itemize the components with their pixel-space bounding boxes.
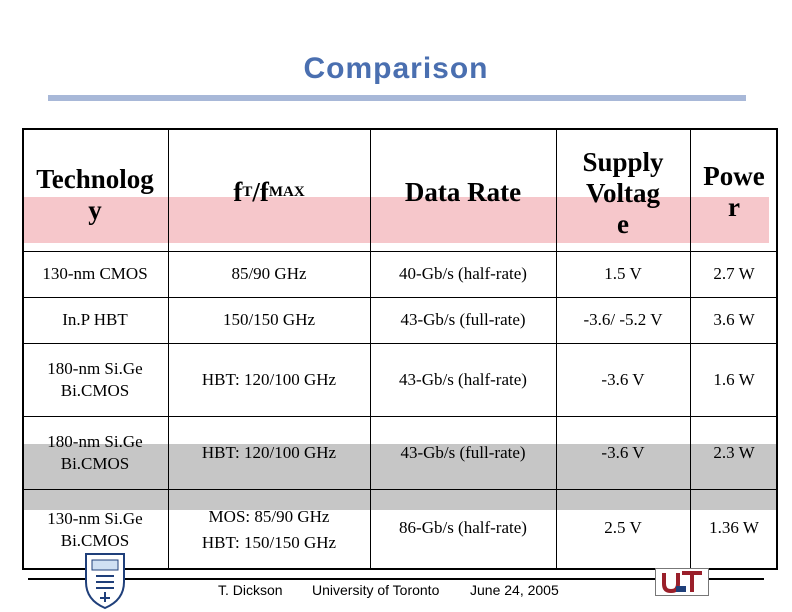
university-crest-icon <box>85 553 125 610</box>
table-cell-rate: 43-Gb/s (full-rate) <box>400 310 526 329</box>
row-highlight-band <box>24 444 778 510</box>
uoft-logo-icon <box>658 570 706 594</box>
table-cell-power: 3.6 W <box>713 310 755 329</box>
row-divider <box>22 416 778 417</box>
slide-title: Comparison <box>303 52 489 85</box>
table-cell-technology-line2: Bi.CMOS <box>60 453 130 473</box>
header-technology: Technolog y <box>22 155 168 235</box>
table-cell-technology: 180-nm Si.Ge Bi.CMOS <box>22 416 168 489</box>
table-cell-technology-line2: Bi.CMOS <box>60 530 130 550</box>
table-cell-ft: HBT: 120/100 GHz <box>201 442 337 462</box>
table-cell-power: 2.7 W <box>713 264 755 283</box>
table-cell-supply: 2.5 V <box>604 518 642 537</box>
table-cell-ft: 85/90 GHz <box>231 264 307 283</box>
column-divider <box>556 130 557 570</box>
table-cell-rate: 43-Gb/s (half-rate) <box>399 369 527 389</box>
table-cell-technology: In.P HBT <box>62 310 128 329</box>
table-cell-technology-line1: 180-nm Si.Ge <box>47 431 143 451</box>
header-ft-fmax: f T/f MAX <box>168 170 370 214</box>
footer-rule <box>28 578 764 580</box>
header-supply-line1: Supply <box>582 146 664 177</box>
row-divider <box>22 343 778 344</box>
footer-date: June 24, 2005 <box>470 582 559 598</box>
table-cell-supply: -3.6/ -5.2 V <box>583 310 663 329</box>
header-fmax-subscript: MAX <box>268 183 305 200</box>
table-cell-technology: 130-nm CMOS <box>42 264 148 283</box>
header-ft-subscript: T <box>242 183 253 200</box>
header-ft-f: f <box>233 176 243 207</box>
footer-institution: University of Toronto <box>312 582 440 598</box>
table-cell-supply: -3.6 V <box>601 369 645 389</box>
table-cell-technology-line1: 180-nm Si.Ge <box>47 358 143 378</box>
table-cell-supply: 1.5 V <box>604 264 642 283</box>
table-cell-ft-line1: MOS: 85/90 GHz <box>208 506 330 526</box>
row-divider <box>22 251 778 252</box>
header-supply-voltage: Supply Voltag e <box>556 138 690 248</box>
table-cell-technology: 130-nm Si.Ge Bi.CMOS <box>22 489 168 570</box>
table-cell-power: 1.36 W <box>709 518 759 537</box>
table-cell-power: 1.6 W <box>713 369 755 389</box>
header-power: Powe r <box>690 152 778 232</box>
comparison-table <box>22 128 778 570</box>
table-cell-ft: HBT: 120/100 GHz <box>201 369 337 389</box>
table-cell-rate: 86-Gb/s (half-rate) <box>399 518 527 537</box>
table-cell-technology-line1: 130-nm Si.Ge <box>47 508 143 528</box>
title-underline <box>48 95 746 101</box>
header-supply-line2: Voltag <box>585 177 660 208</box>
footer-author: T. Dickson <box>218 582 283 598</box>
column-divider <box>168 130 169 570</box>
table-cell-ft-line2: HBT: 150/150 GHz <box>201 532 337 552</box>
table-cell-power: 2.3 W <box>713 442 755 462</box>
header-highlight-band <box>24 197 769 243</box>
table-cell-supply: -3.6 V <box>601 442 645 462</box>
row-divider <box>22 297 778 298</box>
header-power-line2: r <box>728 192 740 222</box>
header-ft-slash: /f <box>252 176 269 207</box>
header-data-rate: Data Rate <box>404 176 522 207</box>
uoft-logo <box>655 568 709 596</box>
table-cell-technology-line2: Bi.CMOS <box>60 380 130 400</box>
column-divider <box>690 130 691 570</box>
table-cell-ft: MOS: 85/90 GHz HBT: 150/150 GHz <box>168 489 370 570</box>
table-cell-rate: 43-Gb/s (full-rate) <box>400 442 526 462</box>
table-cell-rate: 40-Gb/s (half-rate) <box>399 264 527 283</box>
header-technology-line1: Technolog <box>36 164 154 194</box>
row-divider <box>22 489 778 490</box>
header-power-line1: Powe <box>703 161 765 191</box>
table-cell-ft: 150/150 GHz <box>222 310 316 329</box>
column-divider <box>370 130 371 570</box>
header-supply-line3: e <box>617 208 629 239</box>
table-cell-technology: 180-nm Si.Ge Bi.CMOS <box>22 343 168 416</box>
header-technology-line2: y <box>88 195 102 225</box>
